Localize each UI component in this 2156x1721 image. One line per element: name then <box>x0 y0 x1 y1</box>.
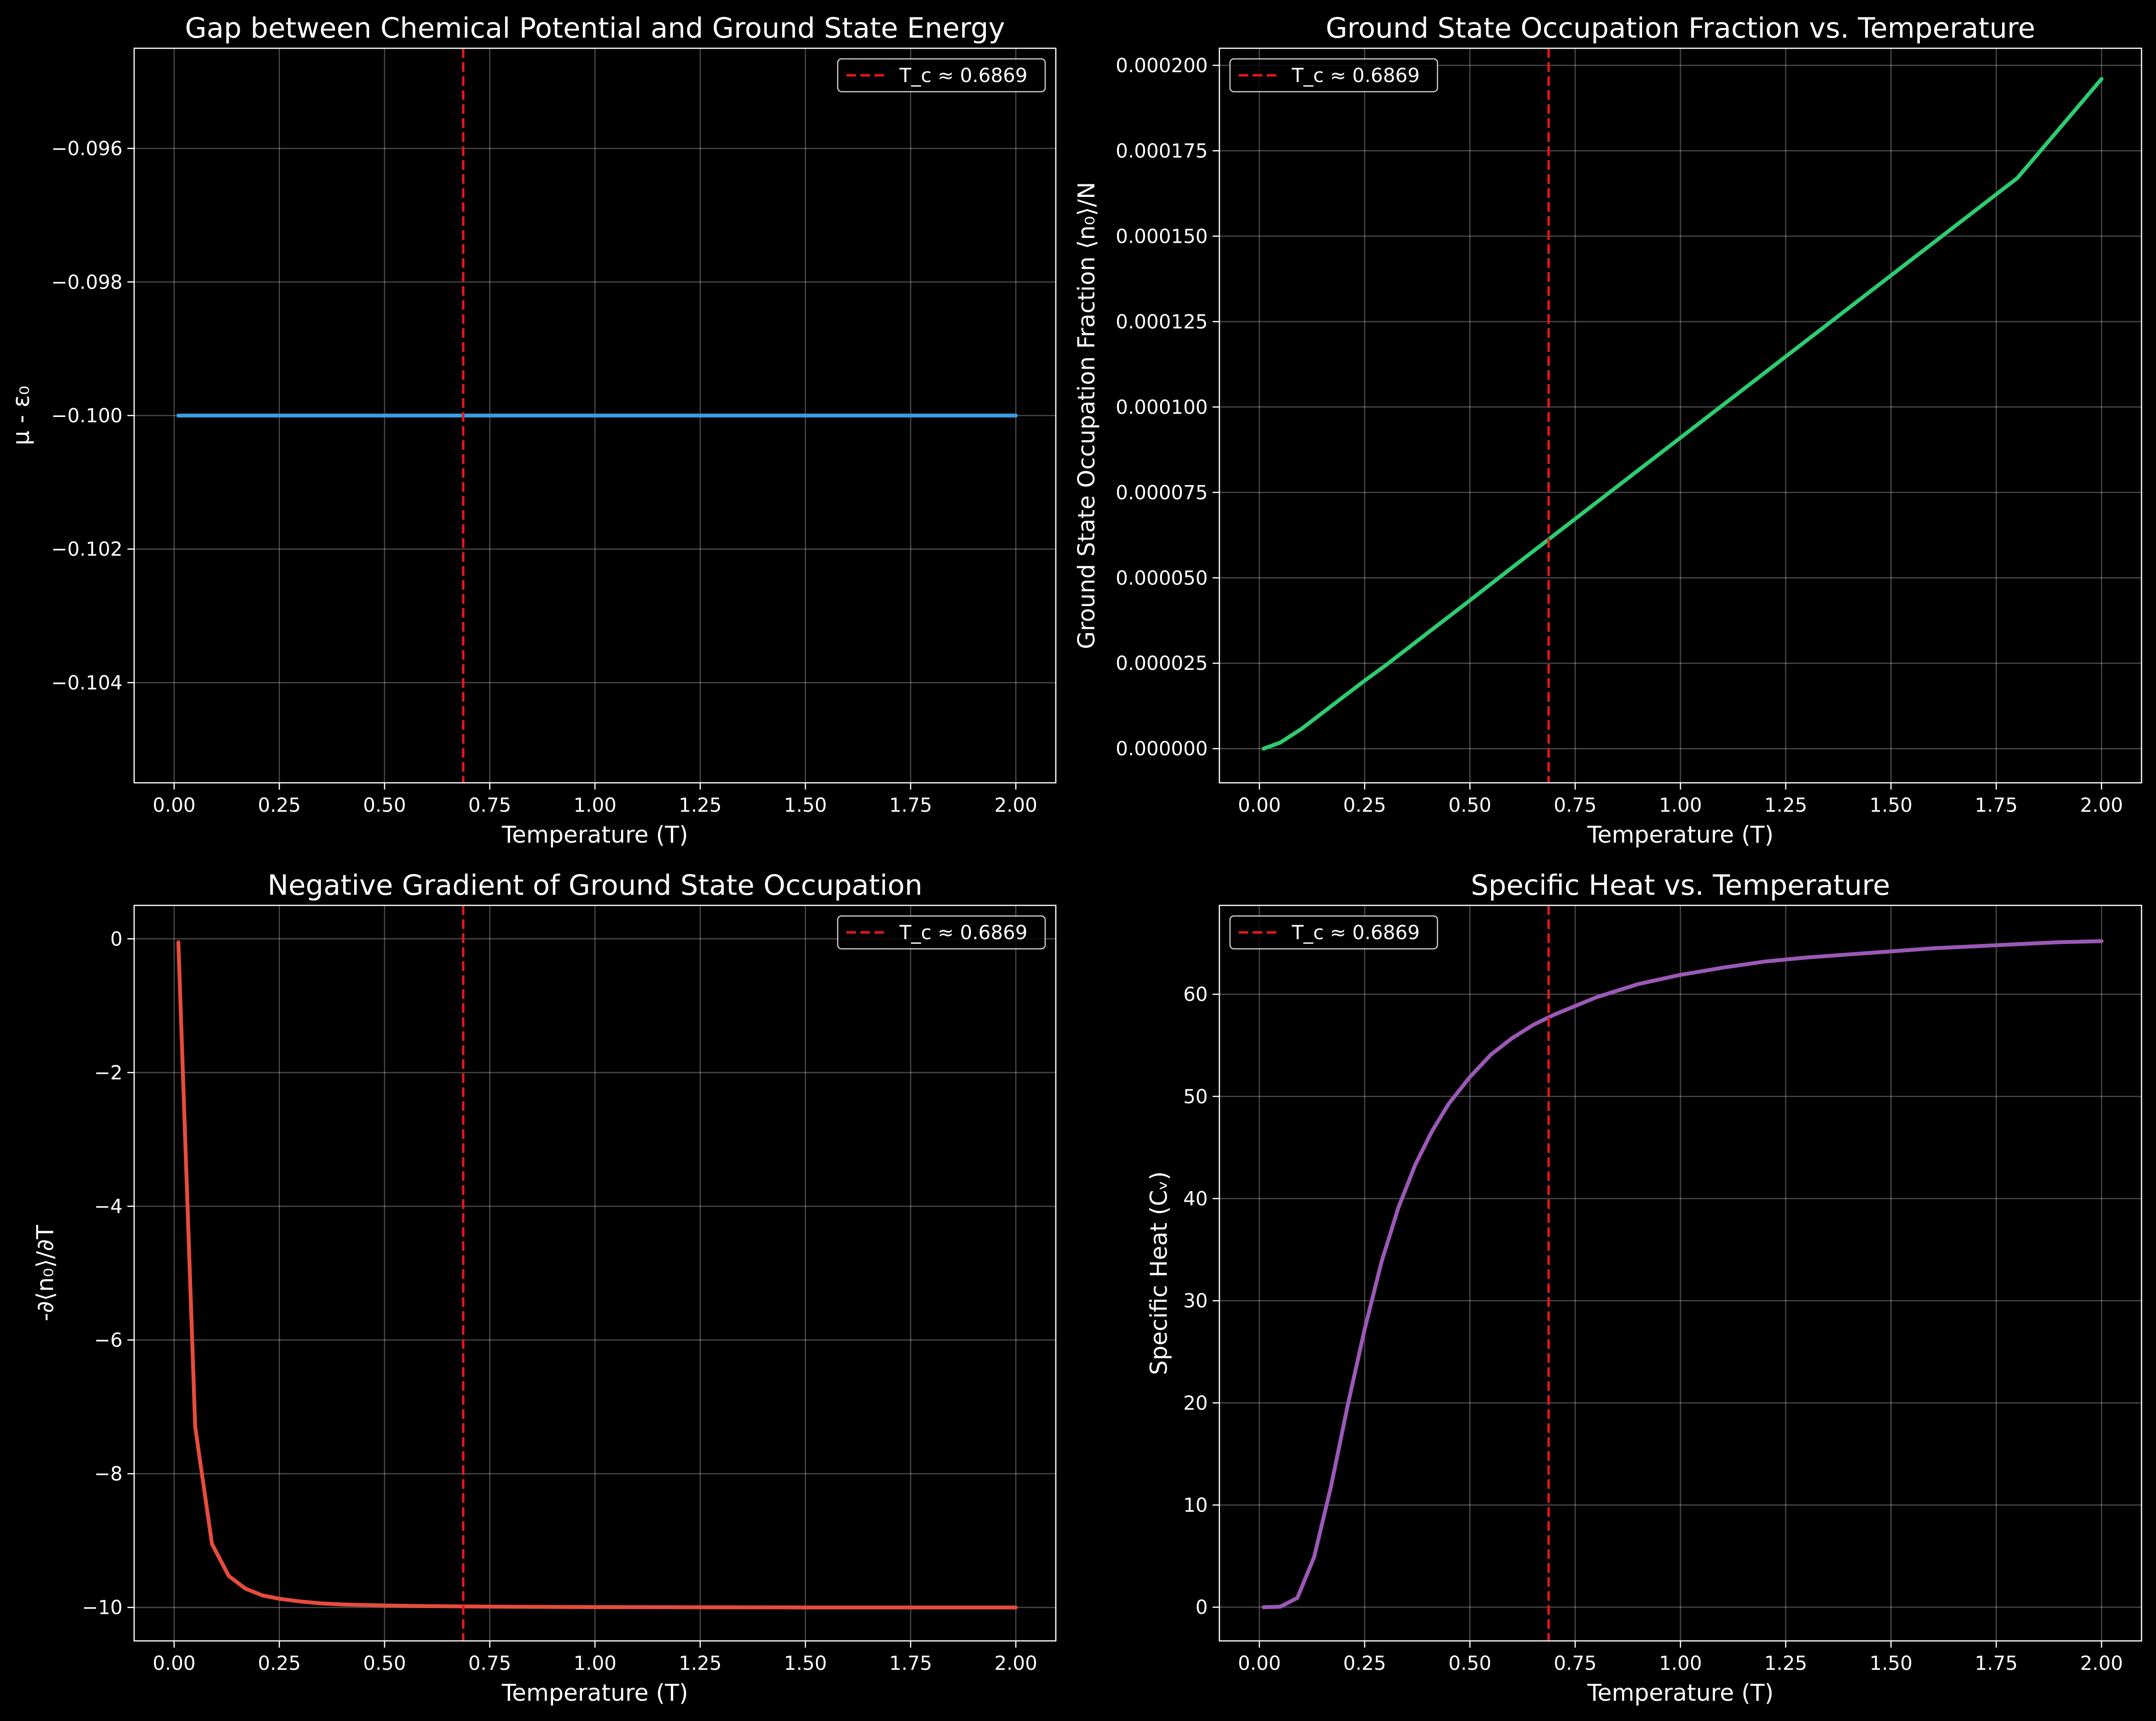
x-tick-label: 1.00 <box>573 794 616 817</box>
chart-title: Ground State Occupation Fraction vs. Tem… <box>1326 12 2035 44</box>
y-tick-label: −10 <box>82 1597 123 1619</box>
x-axis-label: Temperature (T) <box>1587 1679 1773 1707</box>
y-tick-label: 0.000150 <box>1116 225 1208 248</box>
chart-title: Specific Heat vs. Temperature <box>1471 869 1890 902</box>
x-tick-label: 1.75 <box>1975 1652 2018 1675</box>
y-axis-label: Ground State Occupation Fraction ⟨n₀⟩/N <box>1073 182 1100 649</box>
x-tick-label: 1.75 <box>889 794 932 817</box>
y-tick-label: 40 <box>1183 1188 1208 1210</box>
x-tick-label: 0.00 <box>152 794 195 817</box>
y-tick-label: −0.098 <box>51 271 123 293</box>
legend: T_c ≈ 0.6869 <box>837 58 1046 93</box>
y-tick-label: −0.100 <box>51 405 123 427</box>
x-tick-label: 0.25 <box>258 794 301 817</box>
y-tick-label: 0.000000 <box>1116 738 1208 760</box>
y-tick-label: −0.104 <box>51 672 123 694</box>
x-tick-label: 1.75 <box>889 1652 932 1675</box>
x-tick-label: 1.50 <box>784 1652 827 1675</box>
y-tick-label: 0.000100 <box>1116 396 1208 418</box>
x-tick-label: 0.50 <box>1449 794 1492 817</box>
legend-box <box>1229 915 1438 950</box>
legend-label: T_c ≈ 0.6869 <box>899 65 1027 87</box>
chart-title: Gap between Chemical Potential and Groun… <box>185 12 1005 44</box>
x-axis-label: Temperature (T) <box>501 1679 688 1707</box>
y-tick-label: 60 <box>1183 984 1208 1006</box>
chart-panel-3: 0.00 0.25 0.50 0.75 1.00 1.25 1.50 1.75 2.00 −10 −… <box>32 869 1057 1707</box>
x-tick-label: 2.00 <box>2080 1652 2123 1675</box>
x-tick-label: 0.75 <box>468 1652 511 1675</box>
x-tick-label: 1.50 <box>1869 1652 1912 1675</box>
y-tick-label: −0.102 <box>51 539 123 561</box>
x-tick-label: 0.75 <box>1554 794 1597 817</box>
x-tick-label: 0.50 <box>363 794 406 817</box>
legend: T_c ≈ 0.6869 <box>1229 58 1438 93</box>
y-axis-label: Specific Heat (Cᵥ) <box>1146 1171 1173 1375</box>
y-axis-label: μ - ε₀ <box>8 386 35 445</box>
x-tick-label: 0.50 <box>1449 1652 1492 1675</box>
y-tick-label: 30 <box>1183 1290 1208 1312</box>
y-tick-label: 0 <box>1196 1596 1208 1619</box>
x-tick-label: 0.00 <box>152 1652 195 1675</box>
y-tick-label: 0.000025 <box>1116 652 1208 675</box>
y-tick-label: 0.000125 <box>1116 311 1208 333</box>
x-tick-label: 0.00 <box>1238 1652 1281 1675</box>
legend: T_c ≈ 0.6869 <box>1229 915 1438 950</box>
x-tick-label: 2.00 <box>2080 794 2123 817</box>
x-tick-label: 0.50 <box>363 1652 406 1675</box>
y-tick-label: 0.000075 <box>1116 482 1208 504</box>
x-tick-label: 1.50 <box>1869 794 1912 817</box>
legend-label: T_c ≈ 0.6869 <box>1291 65 1420 87</box>
chart-panel-1: 0.00 0.25 0.50 0.75 1.00 1.25 1.50 1.75 2.00 −0.1… <box>8 12 1057 848</box>
y-tick-label: 10 <box>1183 1494 1208 1516</box>
legend-box <box>837 58 1046 93</box>
y-tick-label: −8 <box>94 1463 123 1485</box>
y-tick-label: −4 <box>94 1195 123 1218</box>
y-tick-label: 0.000200 <box>1116 55 1208 77</box>
legend-label: T_c ≈ 0.6869 <box>899 922 1027 944</box>
chart-panel-4: 0.00 0.25 0.50 0.75 1.00 1.25 1.50 1.75 2.00 0 10 2… <box>1146 869 2142 1707</box>
legend: T_c ≈ 0.6869 <box>837 915 1046 950</box>
x-tick-label: 1.00 <box>573 1652 616 1675</box>
x-tick-label: 2.00 <box>995 794 1037 817</box>
y-tick-label: −2 <box>94 1062 123 1084</box>
x-axis-label: Temperature (T) <box>1587 821 1773 848</box>
x-tick-label: 1.25 <box>1764 1652 1807 1675</box>
y-tick-label: −0.096 <box>51 138 123 160</box>
y-tick-label: −6 <box>94 1330 123 1352</box>
data-series-line <box>1261 77 2104 751</box>
x-tick-label: 1.75 <box>1975 794 2018 817</box>
x-tick-label: 1.00 <box>1659 1652 1702 1675</box>
x-tick-label: 1.25 <box>1764 794 1807 817</box>
data-series-line <box>1261 939 2104 1610</box>
x-tick-label: 0.25 <box>1343 794 1386 817</box>
chart-panel-2: 0.00 0.25 0.50 0.75 1.00 1.25 1.50 1.75 2.00 0.00… <box>1073 12 2142 848</box>
x-tick-label: 0.00 <box>1238 794 1281 817</box>
x-tick-label: 1.25 <box>679 794 722 817</box>
x-tick-label: 2.00 <box>995 1652 1037 1675</box>
y-tick-label: 20 <box>1183 1392 1208 1415</box>
x-tick-label: 0.25 <box>1343 1652 1386 1675</box>
y-tick-label: 0.000175 <box>1116 140 1208 162</box>
legend-box <box>1229 58 1438 93</box>
x-tick-label: 0.25 <box>258 1652 301 1675</box>
y-tick-label: 0 <box>111 928 123 950</box>
legend-box <box>837 915 1046 950</box>
legend-label: T_c ≈ 0.6869 <box>1291 922 1420 944</box>
y-tick-label: 50 <box>1183 1086 1208 1108</box>
x-tick-label: 0.75 <box>468 794 511 817</box>
x-tick-label: 1.00 <box>1659 794 1702 817</box>
chart-title: Negative Gradient of Ground State Occupa… <box>267 869 922 902</box>
x-tick-label: 1.25 <box>679 1652 722 1675</box>
data-series-line <box>176 940 1018 1610</box>
x-tick-label: 1.50 <box>784 794 827 817</box>
x-axis-label: Temperature (T) <box>501 821 688 848</box>
y-tick-label: 0.000050 <box>1116 567 1208 589</box>
x-tick-label: 0.75 <box>1554 1652 1597 1675</box>
y-axis-label: -∂⟨n₀⟩/∂T <box>32 1225 59 1321</box>
